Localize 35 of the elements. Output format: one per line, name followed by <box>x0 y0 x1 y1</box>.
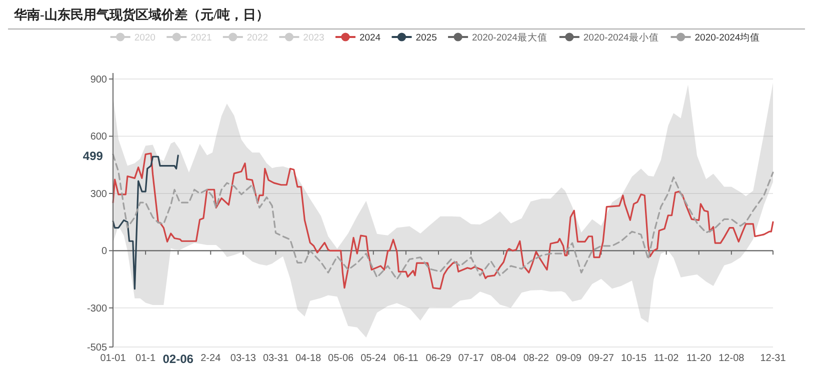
y-tick-label: 900 <box>90 74 108 86</box>
x-tick-label: 12-31 <box>760 353 786 364</box>
text: 02-06 <box>162 352 194 366</box>
legend-label: 2025 <box>416 32 437 44</box>
legend-label: 2020-2024最大值 <box>472 32 548 44</box>
legend-label: 2024 <box>359 32 381 44</box>
x-tick-label: 11-20 <box>686 353 712 364</box>
x-tick-label: 09-09 <box>556 353 582 364</box>
text: 499 <box>82 148 104 163</box>
x-tick-label: 12-08 <box>718 353 745 364</box>
x-tick-label: 03-31 <box>262 353 289 364</box>
x-tick-label: 05-06 <box>328 353 354 364</box>
x-tick-label: 03-13 <box>230 353 256 364</box>
x-tick-label: 11-02 <box>654 353 680 364</box>
x-tick-label: 01-1 <box>136 353 156 364</box>
x-tick-label: 10-15 <box>620 353 647 364</box>
x-tick-label: 05-24 <box>360 353 387 364</box>
x-tick-label: 08-22 <box>523 353 550 364</box>
x-tick-label: 01-01 <box>100 353 126 364</box>
y-tick-label: 600 <box>90 132 108 143</box>
y-tick-label: -300 <box>86 303 108 314</box>
chart-title: 华南-山东民用气现货区域价差（元/吨，日） <box>13 7 269 22</box>
x-tick-label: 08-04 <box>490 353 517 364</box>
x-tick-label: 04-18 <box>296 353 322 364</box>
x-tick-label: 06-11 <box>394 353 419 364</box>
x-tick-label: 2-24 <box>200 353 222 364</box>
x-tick-label: 09-27 <box>588 353 614 364</box>
legend-label: 2020-2024均值 <box>694 32 760 44</box>
x-tick-label: 06-29 <box>426 353 452 364</box>
y-tick-label: -505 <box>86 342 108 354</box>
x-tick-label: 07-17 <box>458 353 484 364</box>
line-series <box>112 154 179 290</box>
legend-label: 2020-2024最小值 <box>583 32 659 44</box>
y-tick-label: 0 <box>101 246 108 258</box>
y-tick-label: 300 <box>90 188 108 200</box>
